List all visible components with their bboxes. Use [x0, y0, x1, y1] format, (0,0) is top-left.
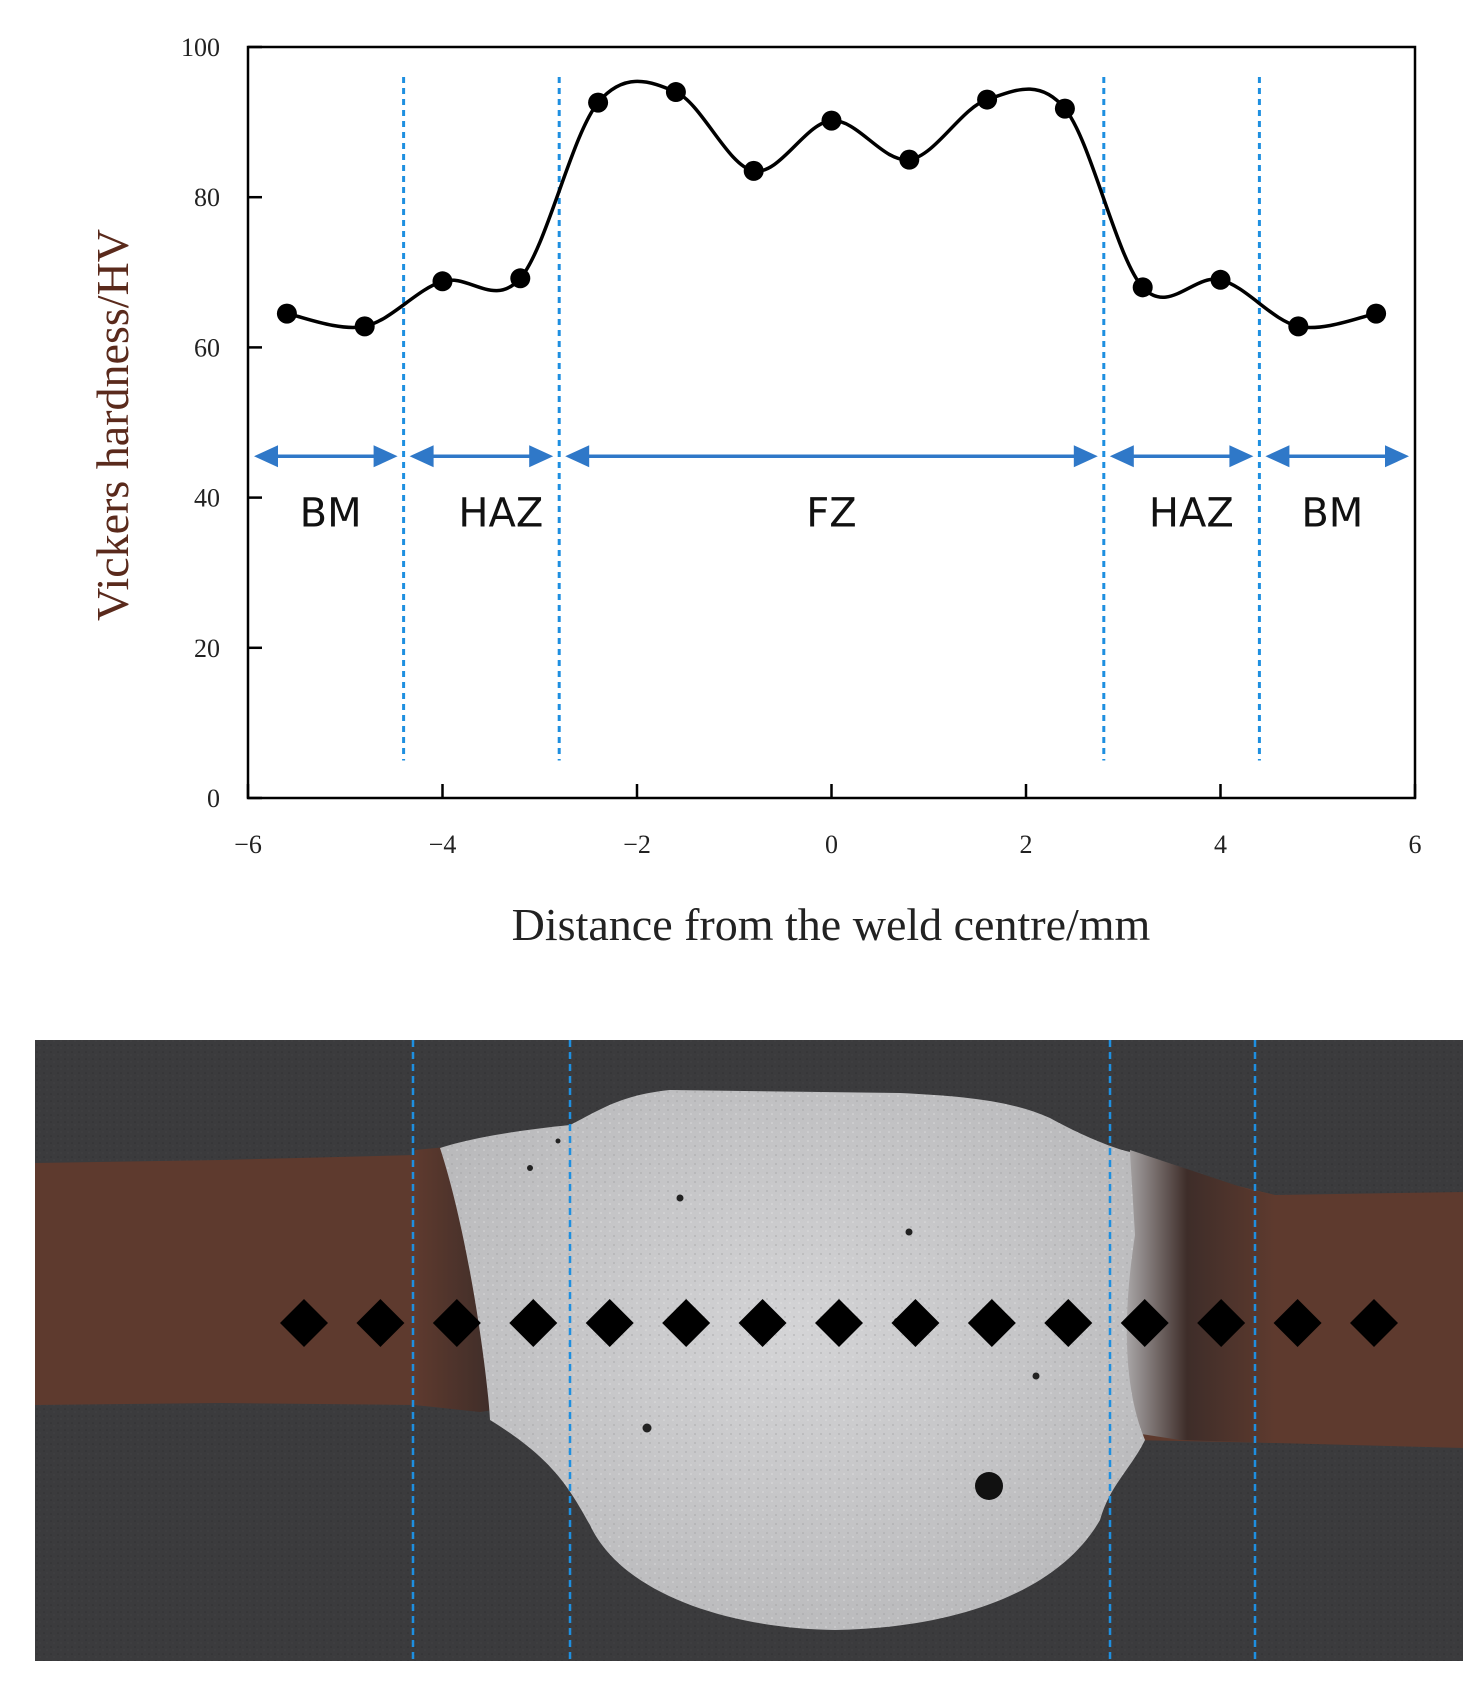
- hardness-indent: [891, 1299, 940, 1347]
- hardness-indent: [1197, 1299, 1246, 1347]
- y-axis-label: Vickers hardness/HV: [87, 229, 138, 621]
- data-point: [977, 89, 998, 110]
- weld-micrograph: [35, 1040, 1463, 1661]
- data-point: [588, 92, 609, 113]
- x-tick-label: −6: [234, 830, 262, 859]
- data-point: [1366, 303, 1387, 324]
- hardness-chart: BM HAZ FZ HAZ BM −6 −4 −2 0 2 4 6 0 20 40 60 80 100 Dis…: [87, 33, 1422, 950]
- micrograph-guide-lines: [411, 1040, 1257, 1661]
- hardness-indent: [967, 1299, 1016, 1347]
- zone-labels: BM HAZ FZ HAZ BM: [300, 490, 1364, 536]
- pore: [676, 1194, 684, 1202]
- pore: [905, 1228, 913, 1236]
- zone-arrow: [1265, 445, 1409, 468]
- pore: [642, 1423, 652, 1433]
- data-point: [899, 149, 920, 170]
- hardness-indent: [1273, 1299, 1322, 1347]
- zone-arrows: [254, 445, 1409, 468]
- y-tick-label: 60: [194, 333, 220, 362]
- data-point: [432, 271, 453, 292]
- hardness-indent: [280, 1299, 328, 1347]
- data-point: [276, 303, 297, 324]
- y-tick-label: 0: [207, 784, 220, 813]
- x-tick-label: 4: [1214, 830, 1227, 859]
- data-point: [1132, 277, 1153, 298]
- hardness-indent: [509, 1299, 558, 1347]
- x-ticks: −6 −4 −2 0 2 4 6: [234, 784, 1422, 859]
- x-tick-label: 2: [1020, 830, 1033, 859]
- x-axis-label: Distance from the weld centre/mm: [512, 899, 1151, 950]
- hardness-indent: [432, 1299, 481, 1347]
- zone-label: FZ: [806, 490, 856, 536]
- x-tick-label: −4: [429, 830, 457, 859]
- haz-right-region: [1115, 1150, 1275, 1443]
- zone-label: HAZ: [458, 490, 543, 536]
- zone-boundary-lines: [402, 77, 1261, 761]
- hardness-indent: [356, 1299, 405, 1347]
- y-tick-label: 20: [194, 634, 220, 663]
- zone-arrow: [409, 445, 554, 468]
- y-ticks: 0 20 40 60 80 100: [181, 33, 262, 813]
- hardness-indents: [280, 1299, 1398, 1347]
- hardness-indent: [1044, 1299, 1093, 1347]
- base-metal-left: [35, 1150, 470, 1410]
- y-tick-label: 40: [194, 484, 220, 513]
- x-tick-label: −2: [623, 830, 651, 859]
- data-point: [1054, 98, 1075, 119]
- zone-label: BM: [300, 490, 362, 536]
- hardness-indent: [1120, 1299, 1169, 1347]
- y-tick-label: 80: [194, 183, 220, 212]
- hardness-indent: [662, 1299, 711, 1347]
- zone-label: BM: [1301, 490, 1363, 536]
- data-point: [665, 82, 686, 103]
- data-point: [1288, 316, 1309, 337]
- y-tick-label: 100: [181, 33, 220, 62]
- data-point: [354, 316, 375, 337]
- zone-arrow: [254, 445, 398, 468]
- hardness-indent: [738, 1299, 787, 1347]
- pore: [1032, 1372, 1040, 1380]
- data-point: [743, 160, 764, 181]
- plot-frame: [246, 45, 1417, 800]
- pore: [555, 1138, 561, 1144]
- zone-arrow: [565, 445, 1098, 468]
- pore: [527, 1165, 533, 1171]
- hardness-indent: [1350, 1299, 1398, 1347]
- data-points: [276, 82, 1387, 337]
- data-point: [821, 110, 842, 131]
- hardness-indent: [815, 1299, 863, 1347]
- zone-label: HAZ: [1149, 490, 1234, 536]
- zone-arrow: [1109, 445, 1254, 468]
- data-point: [1210, 269, 1231, 290]
- pore: [975, 1472, 1003, 1500]
- hardness-indent: [585, 1299, 634, 1347]
- x-tick-label: 6: [1409, 830, 1422, 859]
- data-point: [510, 268, 531, 289]
- x-tick-label: 0: [825, 830, 838, 859]
